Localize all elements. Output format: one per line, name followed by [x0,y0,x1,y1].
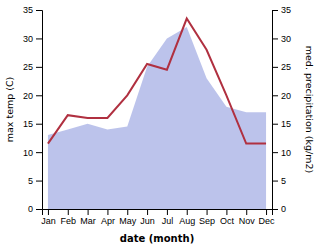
y2-axis: 0 5 10 15 20 25 30 35 [272,5,291,214]
tick-mark [36,209,42,210]
tick: Feb [61,209,77,226]
tick: Sep [199,209,215,226]
tick-label: 20 [23,91,33,101]
tick: 0 [272,204,286,214]
tick-mark [36,67,42,68]
tick: Nov [239,209,256,226]
tick: 35 [23,5,42,15]
tick-mark [48,209,49,215]
tick-mark [36,181,42,182]
tick-label: 35 [281,5,291,15]
tick-mark [36,95,42,96]
tick: Dec [259,209,276,226]
tick-label: 15 [23,119,33,129]
tick: 10 [23,148,42,158]
tick-mark [88,209,89,215]
x-axis-title: date (month) [120,233,194,244]
tick-label: 10 [23,148,33,158]
axis-line [43,210,273,216]
tick-label: 25 [281,62,291,72]
tick-label: Aug [179,216,195,226]
tick-mark [272,38,278,39]
plot-area: Jan FebMar Apr MayJun Jul Aug Sep Oct NovDec 0 5 10… [4,5,315,244]
tick-label: Jul [162,216,174,226]
tick: May [119,209,137,226]
tick-mark [246,209,247,215]
tick-mark [147,209,148,215]
tick-label: Mar [80,216,96,226]
tick: 35 [272,5,291,15]
tick-mark [272,124,278,125]
tick: 20 [272,91,291,101]
tick: Oct [220,209,235,226]
tick-mark [272,152,278,153]
temp-line [48,19,266,144]
tick-label: Jan [41,216,56,226]
tick-mark [127,209,128,215]
tick-mark [272,67,278,68]
tick-mark [207,209,208,215]
chart-container: Jan FebMar Apr MayJun Jul Aug Sep Oct NovDec 0 5 10… [0,0,318,247]
y-axis: 0 5 10 15 20 25 30 35 [23,5,43,214]
tick-label: 20 [281,91,291,101]
tick: 10 [272,148,291,158]
tick-label: Sep [199,216,215,226]
tick-mark [187,209,188,215]
tick: 20 [23,91,42,101]
tick: 25 [272,62,291,72]
chart-svg: Jan FebMar Apr MayJun Jul Aug Sep Oct NovDec 0 5 10… [0,0,318,247]
tick-label: Dec [259,216,276,226]
tick-label: 0 [281,204,286,214]
tick-label: Apr [101,216,115,226]
tick: 30 [23,34,42,44]
tick-label: Nov [239,216,256,226]
tick-label: Oct [220,216,235,226]
tick-label: May [119,216,137,226]
y2-axis-title: med. precipitation (kg/m2) [304,46,315,173]
tick: 0 [28,204,42,214]
tick-mark [36,152,42,153]
tick-mark [36,124,42,125]
marks [48,19,266,209]
tick-mark [266,209,267,215]
tick-label: 35 [23,5,33,15]
tick-label: 30 [23,34,33,44]
tick-label: 15 [281,119,291,129]
tick-label: Feb [61,216,77,226]
tick: Jun [140,209,155,226]
tick-mark [272,209,278,210]
tick-mark [226,209,227,215]
tick: 5 [272,176,286,186]
tick-mark [68,209,69,215]
tick-mark [36,38,42,39]
tick: Jan [41,209,56,226]
tick-mark [167,209,168,215]
tick-label: 5 [28,176,33,186]
tick-label: 5 [281,176,286,186]
tick-label: 25 [23,62,33,72]
tick-mark [107,209,108,215]
axis-line [36,11,43,210]
tick: 5 [28,176,42,186]
tick-mark [36,10,42,11]
tick: Jul [162,209,174,226]
tick-mark [272,10,278,11]
tick: Mar [80,209,96,226]
tick-label: 10 [281,148,291,158]
tick: 15 [23,119,42,129]
tick: Apr [101,209,115,226]
tick-mark [272,181,278,182]
tick: 30 [272,34,291,44]
tick: 25 [23,62,42,72]
tick: Aug [179,209,195,226]
y-axis-title: max temp (C) [4,77,15,143]
tick-label: 0 [28,204,33,214]
x-axis: Jan FebMar Apr MayJun Jul Aug Sep Oct NovDec [41,209,275,226]
tick-mark [272,95,278,96]
tick: 15 [272,119,291,129]
tick-label: 30 [281,34,291,44]
tick-label: Jun [140,216,155,226]
axis-line [273,11,279,210]
